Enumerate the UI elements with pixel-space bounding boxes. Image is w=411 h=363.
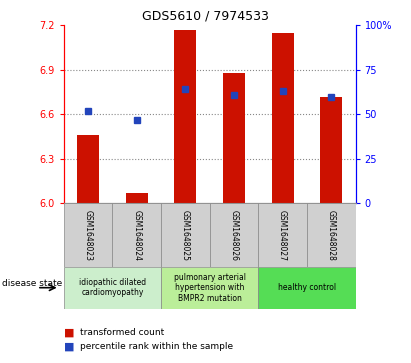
Bar [77, 135, 99, 203]
Text: GSM1648023: GSM1648023 [83, 209, 92, 261]
Bar [174, 30, 196, 203]
Bar [64, 267, 161, 309]
Bar [223, 73, 245, 203]
Text: pulmonary arterial
hypertension with
BMPR2 mutation: pulmonary arterial hypertension with BMP… [173, 273, 246, 303]
Bar [210, 203, 258, 267]
Text: disease state: disease state [2, 279, 62, 287]
Text: healthy control: healthy control [278, 283, 336, 292]
Bar [258, 203, 307, 267]
Bar [64, 203, 112, 267]
Bar [161, 267, 258, 309]
Text: GSM1648026: GSM1648026 [229, 209, 238, 261]
Bar [258, 267, 356, 309]
Text: ■: ■ [64, 342, 74, 352]
Bar [272, 33, 293, 203]
Text: GSM1648028: GSM1648028 [327, 209, 336, 261]
Text: ■: ■ [64, 327, 74, 337]
Text: GDS5610 / 7974533: GDS5610 / 7974533 [142, 9, 269, 22]
Text: percentile rank within the sample: percentile rank within the sample [80, 342, 233, 351]
Bar [126, 193, 148, 203]
Text: GSM1648024: GSM1648024 [132, 209, 141, 261]
Text: GSM1648027: GSM1648027 [278, 209, 287, 261]
Bar [112, 203, 161, 267]
Text: transformed count: transformed count [80, 328, 164, 337]
Bar [320, 97, 342, 203]
Bar [307, 203, 356, 267]
Text: idiopathic dilated
cardiomyopathy: idiopathic dilated cardiomyopathy [79, 278, 146, 297]
Text: GSM1648025: GSM1648025 [181, 209, 190, 261]
Bar [161, 203, 210, 267]
